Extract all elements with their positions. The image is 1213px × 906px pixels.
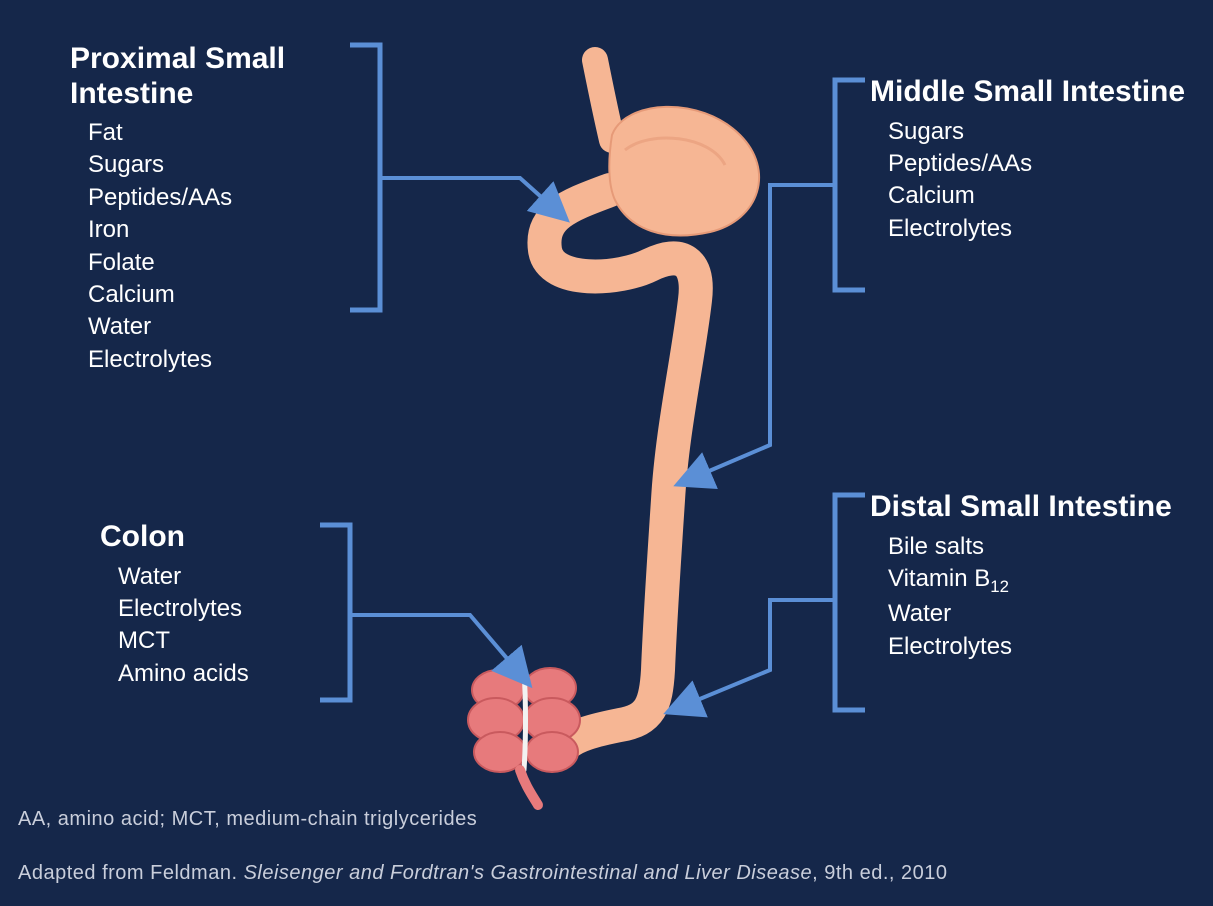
list-item: Folate <box>88 247 370 279</box>
list-item: Water <box>88 311 370 343</box>
list-item: Peptides/AAs <box>88 182 370 214</box>
label-proximal: Proximal Small Intestine FatSugarsPeptid… <box>70 42 370 376</box>
list-item: Water <box>888 598 1190 630</box>
arrow-colon <box>350 615 522 676</box>
arrow-distal <box>678 600 835 708</box>
title-middle: Middle Small Intestine <box>870 75 1190 110</box>
items-distal: Bile saltsVitamin B12WaterElectrolytes <box>888 531 1190 664</box>
items-colon: WaterElectrolytesMCTAmino acids <box>118 561 350 691</box>
colon <box>468 668 580 805</box>
list-item: Bile salts <box>888 531 1190 563</box>
intestine-tube <box>544 190 695 745</box>
list-item: Amino acids <box>118 658 350 690</box>
title-proximal: Proximal Small Intestine <box>70 42 370 111</box>
cite-italic: Sleisenger and Fordtran's Gastrointestin… <box>244 862 813 884</box>
bracket-distal <box>835 495 865 710</box>
list-item: Iron <box>88 214 370 246</box>
list-item: Fat <box>88 117 370 149</box>
list-item: Vitamin B12 <box>888 563 1190 598</box>
cite-prefix: Adapted from Feldman. <box>18 862 244 884</box>
list-item: Calcium <box>88 279 370 311</box>
footnote-abbr: AA, amino acid; MCT, medium-chain trigly… <box>18 808 477 831</box>
label-middle: Middle Small Intestine SugarsPeptides/AA… <box>870 75 1190 245</box>
arrow-proximal <box>380 178 558 212</box>
title-colon: Colon <box>100 520 350 555</box>
title-distal: Distal Small Intestine <box>870 490 1190 525</box>
stomach-shade <box>625 138 725 165</box>
list-item: Peptides/AAs <box>888 148 1190 180</box>
items-proximal: FatSugarsPeptides/AAsIronFolateCalciumWa… <box>88 117 370 376</box>
label-distal: Distal Small Intestine Bile saltsVitamin… <box>870 490 1190 663</box>
list-item: Calcium <box>888 180 1190 212</box>
list-item: Sugars <box>888 116 1190 148</box>
items-middle: SugarsPeptides/AAsCalciumElectrolytes <box>888 116 1190 246</box>
list-item: Electrolytes <box>888 213 1190 245</box>
esophagus <box>595 60 612 140</box>
list-item: Electrolytes <box>88 344 370 376</box>
stomach <box>609 107 759 236</box>
bracket-middle <box>835 80 865 290</box>
list-item: MCT <box>118 625 350 657</box>
footnote-citation: Adapted from Feldman. Sleisenger and For… <box>18 862 948 885</box>
cite-suffix: , 9th ed., 2010 <box>812 862 947 884</box>
list-item: Electrolytes <box>118 593 350 625</box>
list-item: Sugars <box>88 149 370 181</box>
label-colon: Colon WaterElectrolytesMCTAmino acids <box>100 520 350 690</box>
list-item: Electrolytes <box>888 631 1190 663</box>
list-item: Water <box>118 561 350 593</box>
arrow-middle <box>688 185 835 480</box>
